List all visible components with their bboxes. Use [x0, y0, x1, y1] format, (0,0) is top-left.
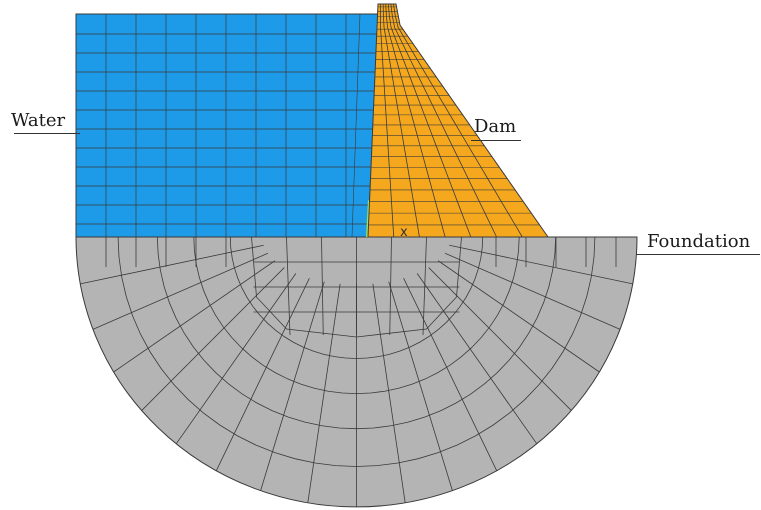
foundation-mesh-line: [449, 244, 633, 285]
foundation-mesh-lines: [80, 236, 633, 507]
foundation-mesh-line: [229, 236, 484, 359]
foundation-mesh-line: [113, 260, 276, 373]
foundation-mesh-line: [422, 236, 427, 336]
water-mesh: [75, 13, 379, 238]
foundation-mesh-line: [215, 277, 310, 472]
foundation-mesh-line: [321, 236, 324, 336]
foundation-mesh-line: [307, 283, 341, 503]
foundation-leader-line: [636, 254, 760, 255]
foundation-mesh-line: [193, 236, 520, 395]
foundation-mesh-line: [388, 281, 453, 491]
foundation-mesh-line: [156, 236, 557, 430]
foundation-mesh-line: [117, 236, 596, 467]
dam-mesh-line: [382, 3, 420, 238]
foundation-mesh-line: [286, 236, 291, 336]
foundation-region: [75, 236, 638, 508]
foundation-mesh-line: [444, 252, 621, 330]
foundation-mesh-line: [175, 273, 297, 445]
dam-mesh-line: [393, 3, 523, 238]
dam-leader-line: [471, 140, 521, 141]
foundation-mesh-line: [260, 281, 325, 491]
dam-mesh-line: [390, 3, 497, 238]
dam-region: [367, 3, 549, 238]
water-region: [75, 13, 379, 238]
foundation-mesh-line: [92, 252, 269, 330]
dam-mesh-line: [385, 3, 446, 238]
origin-marker: x: [400, 225, 408, 240]
water-label: Water: [11, 110, 66, 131]
foundation-mesh-line: [251, 236, 462, 338]
foundation-mesh-line: [389, 236, 392, 336]
foundation-mesh-line: [141, 267, 285, 411]
water-mesh-lines: [76, 13, 378, 238]
dam-mesh-lines: [368, 3, 540, 238]
foundation-mesh-line: [437, 260, 600, 373]
foundation-label: Foundation: [647, 231, 751, 252]
dam-mesh-line: [380, 3, 395, 238]
foundation-mesh-line: [372, 283, 406, 503]
dam-mesh-line: [387, 3, 472, 238]
dam-label: Dam: [474, 116, 517, 137]
water-leader-line: [14, 133, 80, 134]
dam-mesh: [367, 3, 549, 238]
foundation-mesh-line: [428, 267, 572, 411]
foundation-mesh-line: [80, 244, 264, 285]
foundation-mesh-line: [416, 273, 538, 445]
foundation-mesh-line: [403, 277, 498, 472]
water-mesh-line: [351, 13, 361, 238]
